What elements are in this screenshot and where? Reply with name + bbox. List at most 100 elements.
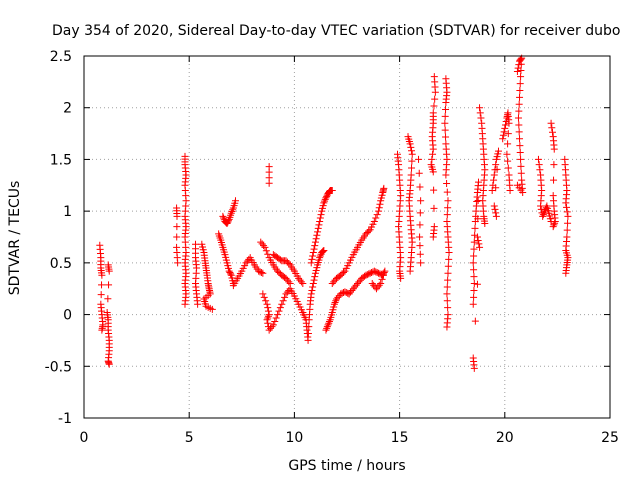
data-point: [309, 252, 317, 260]
x-axis-label: GPS time / hours: [288, 458, 405, 474]
data-point: [173, 212, 181, 220]
series-arc-6.8: [219, 197, 239, 228]
data-point: [516, 135, 524, 143]
data-point: [408, 147, 416, 155]
data-point: [304, 330, 312, 338]
data-point: [416, 221, 424, 229]
series-arc-12.5: [328, 184, 388, 288]
data-point: [320, 199, 328, 207]
data-point: [339, 269, 347, 277]
data-point: [444, 204, 452, 212]
data-point: [262, 297, 270, 305]
data-point: [475, 178, 482, 186]
data-point: [504, 140, 512, 148]
data-point: [504, 164, 512, 172]
data-point: [375, 207, 383, 215]
data-point: [368, 280, 376, 288]
series-arc-15.5: [404, 133, 416, 275]
y-axis-label: SDTVAR / TECUs: [7, 181, 23, 296]
data-point: [322, 326, 330, 334]
data-point: [549, 223, 557, 231]
data-point: [442, 171, 450, 179]
data-point: [274, 311, 282, 319]
data-point: [492, 161, 500, 169]
data-point: [321, 195, 329, 203]
data-point: [471, 317, 479, 325]
data-point: [105, 281, 113, 289]
data-point: [488, 186, 496, 194]
series-arc-19.5: [488, 147, 502, 220]
data-point: [502, 121, 510, 129]
data-point: [319, 247, 327, 255]
data-point: [548, 124, 556, 132]
data-point: [550, 161, 558, 169]
data-point: [515, 100, 523, 108]
data-point: [309, 280, 317, 288]
data-point: [330, 300, 338, 308]
data-point: [173, 223, 181, 231]
data-point: [310, 245, 318, 253]
data-point: [308, 255, 316, 263]
data-point: [397, 274, 405, 282]
data-point: [261, 243, 269, 251]
data-point: [98, 271, 106, 279]
data-point: [469, 259, 477, 267]
data-point: [501, 124, 509, 132]
data-point: [407, 143, 415, 151]
data-point: [271, 317, 279, 325]
data-point: [318, 248, 326, 256]
data-point: [310, 276, 318, 284]
data-point: [477, 114, 485, 122]
data-point: [517, 162, 525, 170]
data-point: [443, 290, 451, 298]
data-point: [308, 286, 316, 294]
series-arc-22.2: [547, 119, 559, 231]
data-point: [475, 240, 483, 248]
series-arc-8.8b: [265, 163, 273, 187]
data-point: [311, 238, 319, 246]
data-point: [325, 319, 333, 327]
data-point: [376, 200, 384, 208]
data-point: [503, 150, 511, 158]
series-arc-10.5: [299, 246, 328, 344]
data-point: [208, 305, 216, 313]
data-point: [416, 233, 424, 241]
series-arc-1.2: [103, 261, 113, 368]
data-point: [373, 211, 381, 219]
data-point: [473, 280, 481, 288]
data-point: [445, 249, 453, 257]
data-point: [372, 214, 380, 222]
data-point: [492, 212, 500, 220]
data-point: [259, 269, 267, 277]
data-point: [513, 68, 521, 76]
data-point: [470, 273, 478, 281]
data-point: [264, 312, 272, 320]
data-point: [312, 235, 320, 243]
data-point: [263, 316, 271, 324]
data-point: [492, 209, 500, 217]
data-point: [490, 202, 498, 210]
y-tick-label: 2.5: [50, 49, 72, 65]
data-point: [517, 73, 525, 81]
data-point: [370, 217, 378, 225]
data-point: [375, 204, 383, 212]
series-arc-9.5: [269, 251, 307, 288]
data-point: [431, 88, 439, 96]
data-point: [476, 243, 484, 251]
data-point: [309, 249, 317, 257]
data-point: [265, 179, 273, 187]
data-point: [514, 114, 522, 122]
data-point: [320, 246, 328, 254]
data-point: [228, 207, 236, 215]
data-point: [442, 133, 450, 141]
data-point: [539, 212, 547, 220]
data-point: [473, 233, 481, 241]
data-point: [263, 300, 271, 308]
data-point: [406, 140, 414, 148]
series-arc-16.0: [415, 155, 425, 267]
data-point: [276, 304, 284, 312]
data-point: [416, 242, 424, 250]
data-point: [315, 221, 323, 229]
data-point: [285, 278, 293, 286]
data-point: [323, 323, 331, 331]
